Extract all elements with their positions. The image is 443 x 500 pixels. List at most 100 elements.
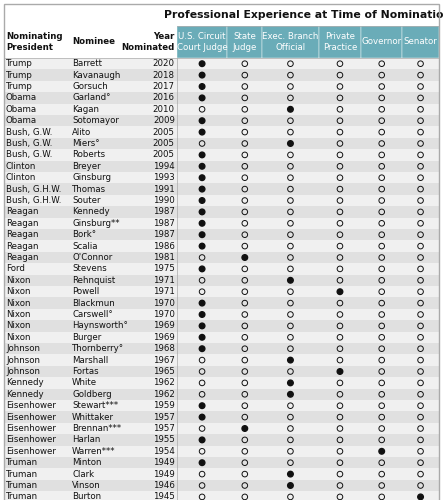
- Text: 1969: 1969: [153, 333, 175, 342]
- Bar: [319, 26, 361, 58]
- Bar: [4, 184, 439, 195]
- Text: 1971: 1971: [153, 276, 175, 285]
- Text: Truman: Truman: [6, 470, 38, 478]
- Text: 1986: 1986: [153, 242, 175, 250]
- Circle shape: [337, 289, 343, 294]
- Text: Burger: Burger: [72, 333, 101, 342]
- Text: 1949: 1949: [153, 470, 175, 478]
- Bar: [4, 240, 439, 252]
- Text: Bush, G.W.: Bush, G.W.: [6, 128, 52, 136]
- Bar: [4, 366, 439, 377]
- Text: Nixon: Nixon: [6, 287, 31, 296]
- Text: 1993: 1993: [153, 173, 175, 182]
- Text: 1971: 1971: [153, 287, 175, 296]
- Text: Vinson: Vinson: [72, 481, 101, 490]
- Text: Kavanaugh: Kavanaugh: [72, 70, 120, 80]
- Text: Reagan: Reagan: [6, 242, 39, 250]
- Text: 2005: 2005: [153, 128, 175, 136]
- Bar: [4, 218, 439, 229]
- Text: Thomas: Thomas: [72, 184, 106, 194]
- Circle shape: [199, 84, 205, 89]
- Text: 1970: 1970: [153, 298, 175, 308]
- Text: Eisenhower: Eisenhower: [6, 424, 56, 433]
- Text: 1968: 1968: [153, 344, 175, 353]
- Text: 1962: 1962: [153, 390, 175, 399]
- Text: Bush, G.H.W.: Bush, G.H.W.: [6, 196, 62, 205]
- Text: O'Connor: O'Connor: [72, 253, 112, 262]
- Circle shape: [288, 472, 293, 477]
- Circle shape: [199, 334, 205, 340]
- Text: 2009: 2009: [153, 116, 175, 125]
- Text: 2020: 2020: [153, 59, 175, 68]
- Text: Goldberg: Goldberg: [72, 390, 112, 399]
- Text: 1965: 1965: [153, 367, 175, 376]
- Text: 1981: 1981: [153, 253, 175, 262]
- Text: Barrett: Barrett: [72, 59, 102, 68]
- Bar: [4, 195, 439, 206]
- Text: 2005: 2005: [153, 139, 175, 148]
- Text: Exec. Branch
Official: Exec. Branch Official: [262, 32, 319, 52]
- Bar: [4, 377, 439, 388]
- Text: Ginsburg**: Ginsburg**: [72, 219, 120, 228]
- Text: Clark: Clark: [72, 470, 94, 478]
- Bar: [4, 412, 439, 423]
- Text: 1957: 1957: [153, 424, 175, 433]
- Text: Ginsburg: Ginsburg: [72, 173, 111, 182]
- Text: Alito: Alito: [72, 128, 91, 136]
- Circle shape: [288, 380, 293, 386]
- Text: Brennan***: Brennan***: [72, 424, 121, 433]
- Circle shape: [199, 437, 205, 442]
- Bar: [4, 229, 439, 240]
- Text: Obama: Obama: [6, 94, 37, 102]
- Bar: [4, 298, 439, 309]
- Text: Reagan: Reagan: [6, 208, 39, 216]
- Text: Nixon: Nixon: [6, 322, 31, 330]
- Circle shape: [199, 220, 205, 226]
- Bar: [361, 26, 402, 58]
- Circle shape: [199, 414, 205, 420]
- Bar: [4, 263, 439, 274]
- Text: Eisenhower: Eisenhower: [6, 436, 56, 444]
- Text: Kennedy: Kennedy: [6, 390, 43, 399]
- Text: Gorsuch: Gorsuch: [72, 82, 108, 91]
- Circle shape: [199, 198, 205, 203]
- Text: Obama: Obama: [6, 116, 37, 125]
- Text: 1987: 1987: [153, 208, 175, 216]
- Bar: [4, 400, 439, 411]
- Circle shape: [199, 209, 205, 214]
- Text: Kagan: Kagan: [72, 105, 99, 114]
- Text: Obama: Obama: [6, 105, 37, 114]
- Circle shape: [199, 61, 205, 66]
- Text: White: White: [72, 378, 97, 388]
- Text: Truman: Truman: [6, 458, 38, 467]
- Text: Harlan: Harlan: [72, 436, 101, 444]
- Circle shape: [199, 232, 205, 237]
- Bar: [4, 343, 439, 354]
- Bar: [4, 92, 439, 104]
- Bar: [4, 172, 439, 184]
- Text: 1957: 1957: [153, 412, 175, 422]
- Text: Powell: Powell: [72, 287, 99, 296]
- Text: Stevens: Stevens: [72, 264, 107, 274]
- Text: Bush, G.H.W.: Bush, G.H.W.: [6, 184, 62, 194]
- Text: 1949: 1949: [153, 458, 175, 467]
- Bar: [4, 434, 439, 446]
- Text: Kennedy: Kennedy: [72, 208, 110, 216]
- Text: Warren***: Warren***: [72, 447, 116, 456]
- Circle shape: [288, 482, 293, 488]
- Circle shape: [288, 106, 293, 112]
- Text: 1969: 1969: [153, 322, 175, 330]
- Text: 2016: 2016: [153, 94, 175, 102]
- Circle shape: [199, 323, 205, 328]
- Text: 1994: 1994: [153, 162, 175, 171]
- Text: Eisenhower: Eisenhower: [6, 401, 56, 410]
- Text: Johnson: Johnson: [6, 356, 40, 364]
- Circle shape: [199, 118, 205, 124]
- Text: Year
Nominated: Year Nominated: [121, 32, 175, 52]
- Text: Nominating
President: Nominating President: [6, 32, 62, 52]
- Text: Thornberry°: Thornberry°: [72, 344, 124, 353]
- Text: Reagan: Reagan: [6, 253, 39, 262]
- Bar: [4, 206, 439, 218]
- Text: Bork°: Bork°: [72, 230, 96, 239]
- Text: 1987: 1987: [153, 219, 175, 228]
